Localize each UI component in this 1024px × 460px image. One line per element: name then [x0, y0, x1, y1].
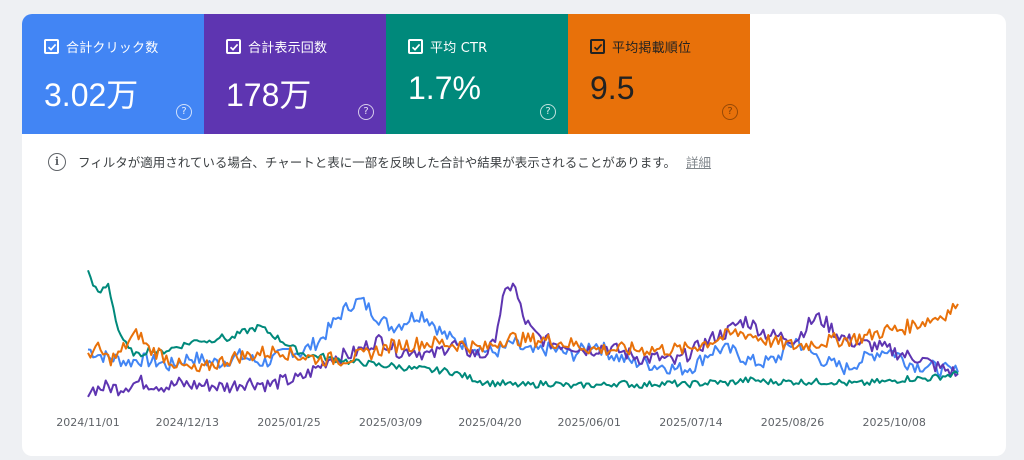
help-icon[interactable]: ? [358, 104, 374, 120]
x-tick-label: 2025/07/14 [659, 416, 722, 429]
series-line-3 [87, 302, 959, 373]
metric-value: 178万 [226, 77, 312, 113]
info-icon: i [48, 152, 66, 171]
series-line-2 [87, 269, 959, 389]
x-tick-label: 2025/10/08 [862, 416, 925, 429]
x-tick-label: 2025/06/01 [557, 416, 620, 429]
series-line-1 [87, 282, 959, 398]
help-icon[interactable]: ? [176, 104, 192, 120]
x-tick-label: 2025/01/25 [257, 416, 320, 429]
x-tick-label: 2024/12/13 [156, 416, 219, 429]
metric-value: 1.7% [408, 70, 481, 106]
metric-label: 平均掲載順位 [612, 41, 692, 56]
x-tick-label: 2025/08/26 [761, 416, 824, 429]
x-tick-label: 2025/04/20 [458, 416, 521, 429]
performance-line-chart: 2024/11/01 2024/12/13 2025/01/25 2025/03/09… [56, 269, 959, 429]
performance-card: 合計クリック数 3.02万 ? 合計表示回数 178万 ? 平均 CTR 1.7… [22, 14, 1006, 456]
metric-tile-impressions[interactable]: 合計表示回数 178万 ? [204, 14, 386, 134]
metric-tile-clicks[interactable]: 合計クリック数 3.02万 ? [22, 14, 204, 134]
checkbox-checked-icon[interactable] [408, 39, 423, 54]
metric-value: 9.5 [590, 70, 635, 106]
metric-tile-ctr[interactable]: 平均 CTR 1.7% ? [386, 14, 568, 134]
series-group [87, 269, 959, 398]
metric-tiles: 合計クリック数 3.02万 ? 合計表示回数 178万 ? 平均 CTR 1.7… [22, 14, 750, 134]
checkbox-checked-icon[interactable] [226, 39, 241, 54]
metric-label: 合計表示回数 [248, 41, 328, 56]
learn-more-link[interactable]: 詳細 [686, 155, 712, 170]
metric-label: 平均 CTR [430, 41, 488, 56]
notice-text: フィルタが適用されている場合、チャートと表に一部を反映した合計や結果が表示される… [78, 155, 677, 170]
metric-label: 合計クリック数 [66, 41, 159, 56]
checkbox-checked-icon[interactable] [44, 39, 59, 54]
x-tick-label: 2024/11/01 [56, 416, 119, 429]
series-line-0 [87, 296, 959, 378]
help-icon[interactable]: ? [540, 104, 556, 120]
checkbox-checked-icon[interactable] [590, 39, 605, 54]
help-icon[interactable]: ? [722, 104, 738, 120]
metric-tile-position[interactable]: 平均掲載順位 9.5 ? [568, 14, 750, 134]
metric-value: 3.02万 [44, 77, 139, 113]
filter-notice: i フィルタが適用されている場合、チャートと表に一部を反映した合計や結果が表示さ… [48, 152, 711, 171]
x-tick-label: 2025/03/09 [359, 416, 422, 429]
